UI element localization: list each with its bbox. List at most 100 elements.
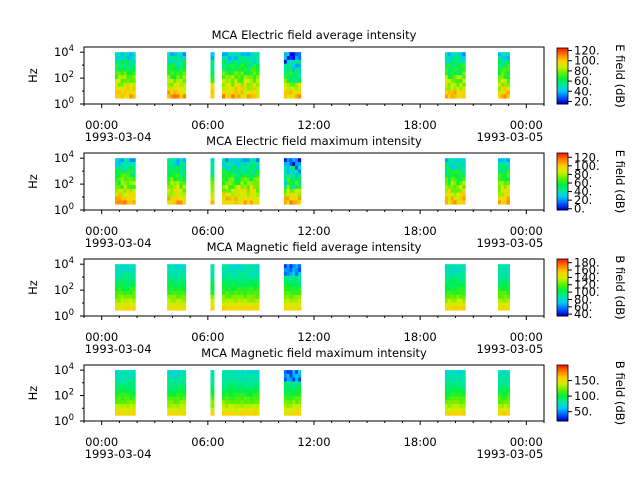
heatmap-cell xyxy=(456,162,460,167)
heatmap-cell xyxy=(243,411,248,416)
heatmap-cell xyxy=(222,400,226,405)
heatmap-cell xyxy=(456,400,460,405)
heatmap-cell xyxy=(462,90,466,95)
heatmap-cell xyxy=(500,196,505,201)
heatmap-cell xyxy=(459,196,463,201)
heatmap-cell xyxy=(286,192,290,197)
heatmap-cell xyxy=(228,196,232,201)
heatmap-cell xyxy=(444,71,449,76)
heatmap-cell xyxy=(173,90,177,95)
heatmap-cell xyxy=(295,181,299,186)
heatmap-cell xyxy=(503,63,508,68)
heatmap-cell xyxy=(234,71,238,76)
heatmap-cell xyxy=(462,271,466,277)
heatmap-cell xyxy=(249,403,254,409)
heatmap-cell xyxy=(498,271,502,277)
heatmap-cell xyxy=(286,165,290,171)
heatmap-cell xyxy=(222,407,226,412)
heatmap-cell xyxy=(498,79,502,84)
heatmap-cell xyxy=(114,294,119,300)
heatmap-cell xyxy=(222,82,226,88)
heatmap-cell xyxy=(126,59,130,65)
heatmap-cell xyxy=(117,200,122,205)
date-start-label: 1993-03-04 xyxy=(85,447,152,461)
heatmap-cell xyxy=(173,271,177,277)
heatmap-cell xyxy=(170,283,174,288)
heatmap-cell xyxy=(170,388,174,394)
heatmap-cell xyxy=(173,86,177,91)
heatmap-cell xyxy=(462,306,466,311)
heatmap-cell xyxy=(123,306,127,311)
heatmap-cell xyxy=(179,56,184,61)
heatmap-cell xyxy=(297,283,302,288)
heatmap-cell xyxy=(179,370,184,375)
heatmap-cell xyxy=(129,59,133,65)
heatmap-cell xyxy=(246,71,251,76)
heatmap-cell xyxy=(459,181,463,186)
heatmap-cell xyxy=(256,200,260,205)
heatmap-cell xyxy=(170,377,174,382)
heatmap-cell xyxy=(283,52,288,57)
heatmap-cell xyxy=(249,181,254,186)
heatmap-cell xyxy=(453,298,457,303)
heatmap-cell xyxy=(170,71,174,76)
colorbar-swatch xyxy=(557,158,568,161)
heatmap-cell xyxy=(289,275,293,280)
heatmap-cell xyxy=(167,370,171,375)
heatmap-cell xyxy=(234,56,238,61)
heatmap-cell xyxy=(500,403,505,409)
heatmap-cell xyxy=(246,188,251,194)
heatmap-cell xyxy=(126,377,130,382)
heatmap-cell xyxy=(126,56,130,61)
heatmap-cell xyxy=(222,59,226,65)
heatmap-cell xyxy=(225,400,229,405)
heatmap-cell xyxy=(179,169,184,174)
heatmap-cell xyxy=(240,56,245,61)
y-tick-label: 100 xyxy=(54,308,74,323)
heatmap-cell xyxy=(234,388,238,394)
heatmap-cell xyxy=(129,403,133,409)
heatmap-cell xyxy=(503,192,508,197)
heatmap-cell xyxy=(459,287,463,292)
heatmap-cell xyxy=(237,71,241,76)
heatmap-cell xyxy=(120,377,125,382)
heatmap-cell xyxy=(295,403,299,409)
colorbar-swatch xyxy=(557,178,568,181)
heatmap-cell xyxy=(462,302,466,307)
heatmap-cell xyxy=(447,169,452,174)
heatmap-cell xyxy=(453,294,457,300)
heatmap-cell xyxy=(462,268,466,273)
heatmap-cell xyxy=(132,264,136,269)
x-tick-label: 06:00 xyxy=(191,118,224,132)
heatmap-cell xyxy=(459,385,463,390)
heatmap-cell xyxy=(129,86,133,91)
heatmap-cell xyxy=(222,158,226,163)
heatmap-cell xyxy=(132,181,136,186)
heatmap-cell xyxy=(228,377,232,382)
heatmap-cell xyxy=(286,200,290,205)
heatmap-cell xyxy=(234,169,238,174)
heatmap-cell xyxy=(225,173,229,178)
heatmap-cell xyxy=(249,56,254,61)
heatmap-cell xyxy=(237,396,241,401)
heatmap-cell xyxy=(450,396,455,401)
heatmap-cell xyxy=(210,294,215,300)
heatmap-cell xyxy=(129,287,133,292)
heatmap-cell xyxy=(462,67,466,72)
heatmap-cell xyxy=(228,268,232,273)
heatmap-cell xyxy=(222,67,226,72)
heatmap-cell xyxy=(252,279,257,284)
heatmap-cell xyxy=(234,63,238,68)
heatmap-cell xyxy=(456,158,460,163)
heatmap-cell xyxy=(132,177,136,182)
heatmap-cell xyxy=(167,268,171,273)
heatmap-cell xyxy=(295,71,299,76)
heatmap-cell xyxy=(170,200,174,205)
heatmap-cell xyxy=(292,188,296,194)
heatmap-cells xyxy=(114,264,510,311)
heatmap-cell xyxy=(114,52,119,57)
heatmap-cell xyxy=(170,75,174,80)
heatmap-cell xyxy=(453,396,457,401)
heatmap-cell xyxy=(500,52,505,57)
heatmap-cell xyxy=(176,302,180,307)
